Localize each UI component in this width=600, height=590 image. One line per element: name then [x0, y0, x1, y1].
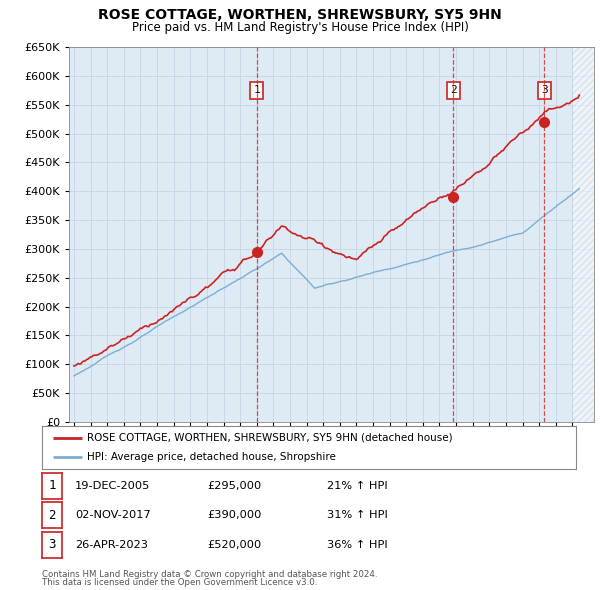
Text: 26-APR-2023: 26-APR-2023: [75, 540, 148, 549]
Text: 1: 1: [49, 479, 56, 492]
Text: 3: 3: [541, 86, 548, 96]
Text: 31% ↑ HPI: 31% ↑ HPI: [327, 510, 388, 520]
Text: 2: 2: [49, 509, 56, 522]
Bar: [572, 47, 594, 422]
Text: 36% ↑ HPI: 36% ↑ HPI: [327, 540, 388, 549]
Text: 1: 1: [253, 86, 260, 96]
Text: 2: 2: [450, 86, 457, 96]
Text: 21% ↑ HPI: 21% ↑ HPI: [327, 481, 388, 490]
Text: Price paid vs. HM Land Registry's House Price Index (HPI): Price paid vs. HM Land Registry's House …: [131, 21, 469, 34]
Text: This data is licensed under the Open Government Licence v3.0.: This data is licensed under the Open Gov…: [42, 578, 317, 587]
Text: ROSE COTTAGE, WORTHEN, SHREWSBURY, SY5 9HN: ROSE COTTAGE, WORTHEN, SHREWSBURY, SY5 9…: [98, 8, 502, 22]
Text: £390,000: £390,000: [207, 510, 262, 520]
Text: £520,000: £520,000: [207, 540, 261, 549]
Text: 19-DEC-2005: 19-DEC-2005: [75, 481, 151, 490]
Text: ROSE COTTAGE, WORTHEN, SHREWSBURY, SY5 9HN (detached house): ROSE COTTAGE, WORTHEN, SHREWSBURY, SY5 9…: [88, 432, 453, 442]
Text: 3: 3: [49, 538, 56, 551]
Text: 02-NOV-2017: 02-NOV-2017: [75, 510, 151, 520]
Text: £295,000: £295,000: [207, 481, 261, 490]
Bar: [572, 47, 594, 422]
Text: HPI: Average price, detached house, Shropshire: HPI: Average price, detached house, Shro…: [88, 453, 336, 463]
Text: Contains HM Land Registry data © Crown copyright and database right 2024.: Contains HM Land Registry data © Crown c…: [42, 570, 377, 579]
